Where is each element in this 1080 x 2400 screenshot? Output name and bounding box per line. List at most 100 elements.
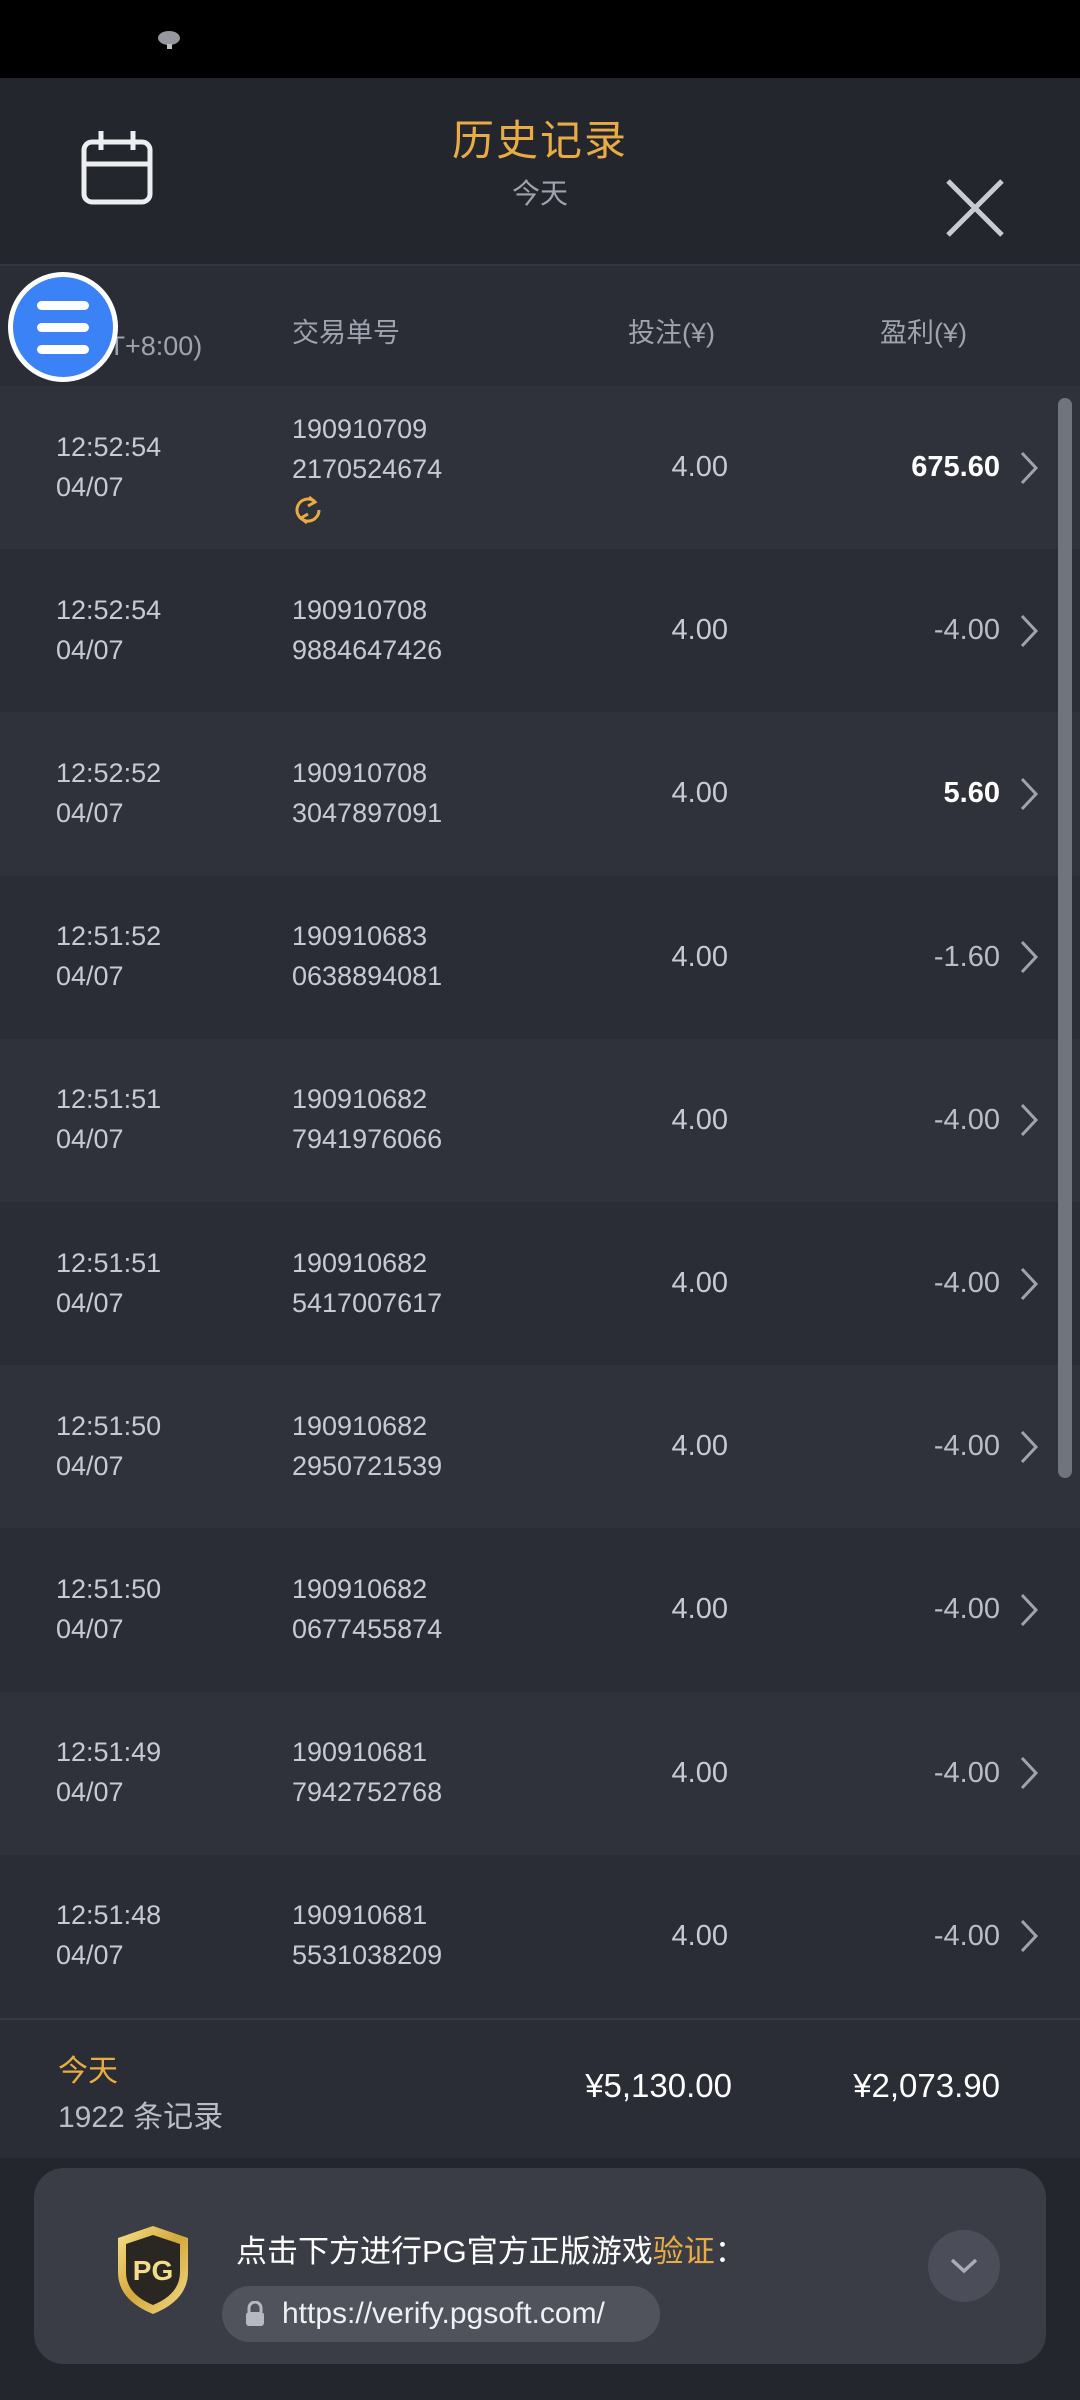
scrollbar-thumb[interactable] [1058,398,1072,1478]
chevron-down-icon [950,2258,978,2274]
table-row[interactable]: 12:51:52 04/07 190910683 0638894081 4.00 -1.6… [0,875,1080,1039]
row-profit-amount: -4.00 [933,1267,1000,1300]
row-time-date: 04/07 [56,471,124,502]
row-order-id-line2: 7942752768 [292,1777,443,1808]
row-profit-amount: -4.00 [933,1756,1000,1789]
row-time: 12:52:52 04/07 [56,754,161,834]
summary-total-bet: ¥5,130.00 [585,2067,732,2104]
row-bet-amount: 4.00 [671,1267,728,1300]
row-order-id-line1: 190910683 [292,921,428,952]
free-spin-refresh-icon [295,495,321,524]
summary-total-profit: ¥2,073.90 [853,2067,1000,2104]
row-detail-chevron-right-icon[interactable] [1018,1429,1040,1465]
table-row[interactable]: 12:52:54 04/07 190910708 9884647426 4.00 -4.0… [0,549,1080,713]
row-detail-chevron-right-icon[interactable] [1018,776,1040,812]
row-order-id: 190910682 5417007617 [292,1244,442,1324]
close-icon [946,179,1004,237]
row-bet-amount: 4.00 [671,451,728,484]
row-order-id-line2: 9884647426 [292,634,443,665]
column-header-bet: 投注(¥) [628,318,715,348]
row-detail-chevron-right-icon[interactable] [1018,1592,1040,1628]
close-button[interactable] [940,173,1010,243]
verify-message-after: ： [714,2234,746,2269]
row-bet-amount: 4.00 [671,777,728,810]
status-bar [0,0,1080,78]
row-time-clock: 12:52:54 [56,431,162,462]
collapse-banner-button[interactable] [928,2230,1000,2302]
row-time: 12:51:51 04/07 [56,1244,161,1324]
weather-cloud-icon [158,31,180,49]
row-order-id-line1: 190910681 [292,1737,428,1768]
table-row[interactable]: 12:51:50 04/07 190910682 0677455874 4.00 -4.0… [0,1528,1080,1692]
row-bet-amount: 4.00 [671,614,728,647]
row-order-id-line2: 5531038209 [292,1940,443,1971]
row-time: 12:51:50 04/07 [56,1570,161,1650]
row-detail-chevron-right-icon[interactable] [1018,613,1040,649]
verify-message: 点击下方进行PG官方正版游戏验证： [236,2226,746,2271]
row-profit-amount: -4.00 [933,1593,1000,1626]
table-row[interactable]: 12:51:50 04/07 190910682 2950721539 4.00 -4.0… [0,1365,1080,1529]
row-order-id: 190910682 0677455874 [292,1570,442,1650]
row-profit-amount: 675.60 [911,451,1000,484]
row-time-clock: 12:51:48 [56,1900,162,1931]
row-detail-chevron-right-icon[interactable] [1018,939,1040,975]
row-profit-amount: -4.00 [933,614,1000,647]
table-row[interactable]: 12:51:48 04/07 190910681 5531038209 4.00 -4.0… [0,1854,1080,2018]
verify-url-button[interactable]: https://verify.pgsoft.com/ [222,2286,660,2342]
row-order-id-line2: 0638894081 [292,961,443,992]
row-bet-amount: 4.00 [671,940,728,973]
row-order-id-line1: 190910708 [292,758,428,789]
row-order-id-line2: 2950721539 [292,1450,443,1481]
row-detail-chevron-right-icon[interactable] [1018,450,1040,486]
summary-record-count: 1922 条记录 [58,2101,224,2134]
row-order-id-line2: 2170524674 [292,453,443,484]
row-time-clock: 12:51:50 [56,1410,162,1441]
row-order-id-line1: 190910682 [292,1410,428,1441]
table-row[interactable]: 12:52:52 04/07 190910708 3047897091 4.00 5.60 [0,712,1080,876]
row-time-date: 04/07 [56,1287,124,1318]
row-time-clock: 12:52:52 [56,758,162,789]
svg-text:PG: PG [133,2255,173,2286]
page-header: 历史记录 今天 [0,78,1080,260]
row-detail-chevron-right-icon[interactable] [1018,1266,1040,1302]
verify-message-before: 点击下方进行PG官方正版游戏 [236,2234,653,2269]
row-detail-chevron-right-icon[interactable] [1018,1918,1040,1954]
row-order-id-line1: 190910682 [292,1084,428,1115]
row-order-id: 190910708 9884647426 [292,591,442,671]
table-row[interactable]: 12:52:54 04/07 190910709 2170524674 4.00 675.… [0,386,1080,550]
row-order-id-line2: 0677455874 [292,1613,443,1644]
row-profit-amount: -4.00 [933,1103,1000,1136]
row-order-id-line1: 190910682 [292,1247,428,1278]
row-detail-chevron-right-icon[interactable] [1018,1102,1040,1138]
hamburger-menu-button[interactable] [8,272,118,382]
row-time-date: 04/07 [56,1940,124,1971]
row-time-date: 04/07 [56,797,124,828]
row-time: 12:51:51 04/07 [56,1080,161,1160]
table-row[interactable]: 12:51:49 04/07 190910681 7942752768 4.00 -4.0… [0,1691,1080,1855]
row-detail-chevron-right-icon[interactable] [1018,1755,1040,1791]
table-row[interactable]: 12:51:51 04/07 190910682 5417007617 4.00 -4.0… [0,1201,1080,1366]
hamburger-bar-1 [37,300,89,310]
row-time-date: 04/07 [56,1777,124,1808]
row-time-date: 04/07 [56,961,124,992]
row-bet-amount: 4.00 [671,1593,728,1626]
pg-shield-icon: PG [118,2226,188,2314]
row-time-date: 04/07 [56,1124,124,1155]
row-time: 12:51:50 04/07 [56,1407,161,1487]
hamburger-bar-2 [37,322,89,332]
row-bet-amount: 4.00 [671,1430,728,1463]
history-list[interactable]: 12:52:54 04/07 190910709 2170524674 4.00 675.… [0,386,1080,2018]
row-order-id-line2: 3047897091 [292,797,443,828]
table-column-headers: 时间 (GMT+8:00) 交易单号 投注(¥) 盈利(¥) [0,264,1080,386]
calendar-button[interactable] [80,128,154,206]
column-header-profit: 盈利(¥) [880,318,967,348]
table-row[interactable]: 12:51:51 04/07 190910682 7941976066 4.00 -4.0… [0,1038,1080,1202]
hamburger-bar-3 [37,344,89,354]
row-order-id-line2: 5417007617 [292,1287,443,1318]
row-time-clock: 12:51:51 [56,1247,162,1278]
page-title: 历史记录 [451,117,628,164]
row-time-clock: 12:52:54 [56,594,162,625]
row-order-id: 190910708 3047897091 [292,754,442,834]
page-subtitle: 今天 [511,177,568,209]
row-time: 12:51:49 04/07 [56,1733,161,1813]
